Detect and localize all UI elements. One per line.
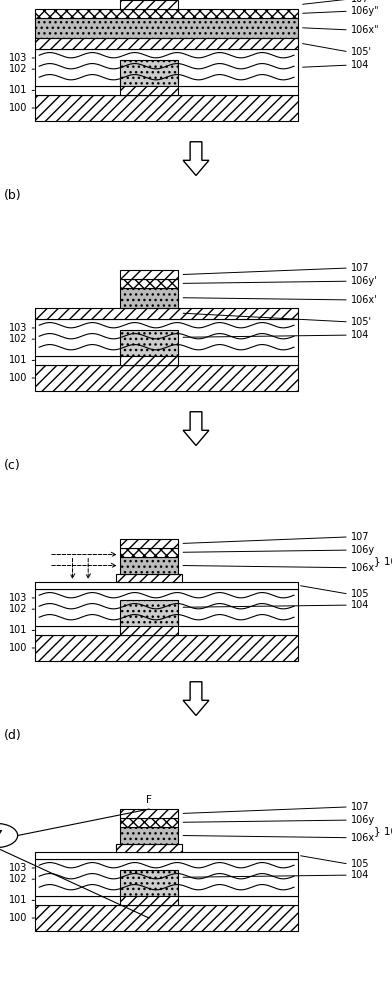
- Bar: [120, 330, 178, 356]
- Text: (b): (b): [4, 189, 22, 202]
- Bar: [35, 38, 298, 49]
- Text: 100: 100: [9, 913, 27, 923]
- Text: 100: 100: [9, 643, 27, 653]
- Text: 101: 101: [9, 85, 27, 95]
- Bar: [116, 844, 182, 852]
- Bar: [120, 818, 178, 827]
- Text: 105': 105': [351, 317, 372, 327]
- Text: 104: 104: [351, 600, 369, 610]
- Text: 106y': 106y': [351, 276, 377, 286]
- Text: (d): (d): [4, 729, 22, 742]
- Text: 103: 103: [9, 53, 27, 63]
- Bar: [35, 18, 298, 38]
- Bar: [120, 0, 178, 9]
- Bar: [35, 308, 298, 319]
- Bar: [120, 539, 178, 548]
- Bar: [35, 95, 298, 121]
- Text: } 106: } 106: [374, 556, 392, 566]
- Bar: [120, 60, 178, 86]
- Bar: [120, 870, 178, 896]
- Bar: [120, 827, 178, 844]
- Text: 101: 101: [9, 355, 27, 365]
- Text: 106y: 106y: [351, 815, 375, 825]
- Text: 107: 107: [351, 802, 369, 812]
- Bar: [35, 319, 298, 356]
- Text: 106x": 106x": [351, 25, 379, 35]
- Bar: [35, 635, 298, 661]
- Bar: [35, 86, 298, 95]
- Bar: [35, 852, 298, 859]
- Polygon shape: [183, 142, 209, 175]
- Text: 100: 100: [9, 373, 27, 383]
- Bar: [120, 79, 178, 95]
- Bar: [35, 589, 298, 626]
- Text: 104: 104: [351, 60, 369, 70]
- Text: 103: 103: [9, 863, 27, 873]
- Bar: [120, 279, 178, 288]
- Bar: [120, 619, 178, 635]
- Text: 106y": 106y": [351, 6, 379, 16]
- Text: 101: 101: [9, 895, 27, 905]
- Bar: [35, 9, 298, 18]
- Bar: [35, 49, 298, 86]
- Text: 102: 102: [9, 64, 27, 74]
- Text: 104: 104: [351, 330, 369, 340]
- Bar: [120, 889, 178, 905]
- Bar: [35, 626, 298, 635]
- Bar: [35, 896, 298, 905]
- Text: 104: 104: [351, 870, 369, 880]
- Text: 105: 105: [351, 589, 369, 599]
- Bar: [120, 809, 178, 818]
- Bar: [35, 859, 298, 896]
- Bar: [120, 270, 178, 279]
- Text: 107: 107: [351, 532, 369, 542]
- Text: (c): (c): [4, 459, 21, 472]
- Text: 105: 105: [351, 859, 369, 869]
- Bar: [35, 582, 298, 589]
- Text: 102: 102: [9, 604, 27, 614]
- Bar: [120, 288, 178, 308]
- Bar: [120, 557, 178, 574]
- Polygon shape: [183, 412, 209, 446]
- Text: 102: 102: [9, 334, 27, 344]
- Bar: [120, 349, 178, 365]
- Text: F: F: [146, 795, 152, 805]
- Text: 106y: 106y: [351, 545, 375, 555]
- Bar: [35, 356, 298, 365]
- Text: 100: 100: [9, 103, 27, 113]
- Text: } 106: } 106: [374, 826, 392, 836]
- Text: 107: 107: [351, 263, 369, 273]
- Circle shape: [0, 823, 18, 848]
- Text: 106x: 106x: [351, 833, 375, 843]
- Bar: [120, 600, 178, 626]
- Bar: [116, 574, 182, 582]
- Text: 106x: 106x: [351, 563, 375, 573]
- Text: 102: 102: [9, 874, 27, 884]
- Text: 101: 101: [9, 625, 27, 635]
- Bar: [120, 548, 178, 557]
- Bar: [35, 365, 298, 391]
- Polygon shape: [183, 682, 209, 716]
- Text: 107: 107: [351, 0, 369, 4]
- Text: 106x': 106x': [351, 295, 377, 305]
- Text: 103: 103: [9, 323, 27, 333]
- Text: 105': 105': [351, 47, 372, 57]
- Bar: [35, 905, 298, 931]
- Text: 103: 103: [9, 593, 27, 603]
